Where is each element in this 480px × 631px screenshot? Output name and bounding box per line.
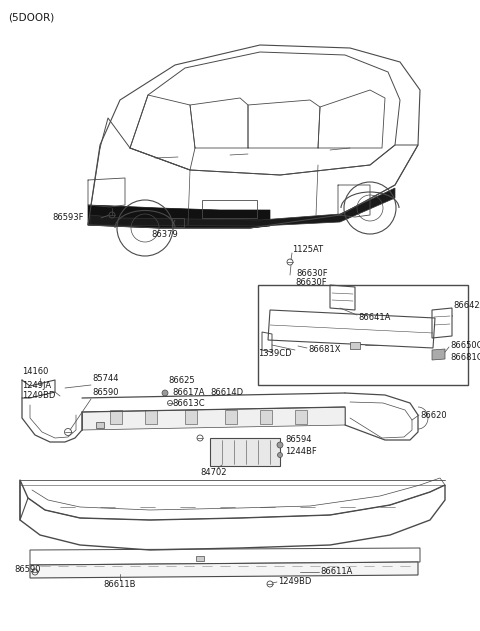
Circle shape: [162, 390, 168, 396]
Polygon shape: [88, 205, 270, 228]
Text: 86625: 86625: [168, 376, 194, 385]
Polygon shape: [295, 410, 307, 424]
Bar: [210, 438, 280, 466]
Text: 86611A: 86611A: [320, 567, 352, 577]
Polygon shape: [110, 410, 122, 424]
Text: 86590: 86590: [14, 565, 40, 574]
Polygon shape: [260, 410, 272, 424]
Text: 86379: 86379: [152, 230, 179, 239]
Text: 86594: 86594: [285, 435, 312, 444]
Circle shape: [277, 442, 283, 448]
Text: 86620: 86620: [420, 411, 446, 420]
Text: 86617A: 86617A: [172, 388, 204, 397]
Polygon shape: [185, 410, 197, 424]
Polygon shape: [82, 407, 345, 430]
Bar: [196, 555, 204, 560]
Bar: [258, 285, 468, 385]
Text: 86630F: 86630F: [296, 269, 328, 278]
Text: 86613C: 86613C: [172, 399, 204, 408]
Circle shape: [277, 452, 283, 457]
Text: 1249JA: 1249JA: [22, 381, 51, 390]
Text: 86611B: 86611B: [104, 580, 136, 589]
Text: 86630F: 86630F: [295, 278, 326, 287]
Text: 84702: 84702: [200, 468, 227, 477]
Text: 86650C: 86650C: [450, 341, 480, 350]
Text: 1125AT: 1125AT: [292, 245, 323, 254]
Text: 1339CD: 1339CD: [258, 348, 292, 358]
Bar: [96, 422, 104, 428]
Polygon shape: [90, 188, 395, 226]
Text: 14160: 14160: [22, 367, 48, 376]
Text: 86642A: 86642A: [453, 300, 480, 309]
Bar: [350, 341, 360, 348]
Polygon shape: [30, 562, 418, 578]
Bar: [172, 218, 184, 227]
Text: (5DOOR): (5DOOR): [8, 12, 54, 22]
Text: 1249BD: 1249BD: [278, 577, 312, 586]
Text: 86614D: 86614D: [210, 388, 243, 397]
Text: 1244BF: 1244BF: [285, 447, 317, 456]
Text: 86641A: 86641A: [358, 313, 390, 322]
Polygon shape: [225, 410, 237, 424]
Polygon shape: [432, 349, 445, 360]
Polygon shape: [145, 410, 157, 424]
Text: 86681C: 86681C: [450, 353, 480, 362]
Text: 86681X: 86681X: [308, 346, 340, 355]
Bar: [202, 200, 257, 218]
Text: 86590: 86590: [92, 388, 119, 397]
Text: 86593F: 86593F: [52, 213, 84, 223]
Text: 85744: 85744: [92, 374, 119, 383]
Text: 1249BD: 1249BD: [22, 391, 55, 400]
